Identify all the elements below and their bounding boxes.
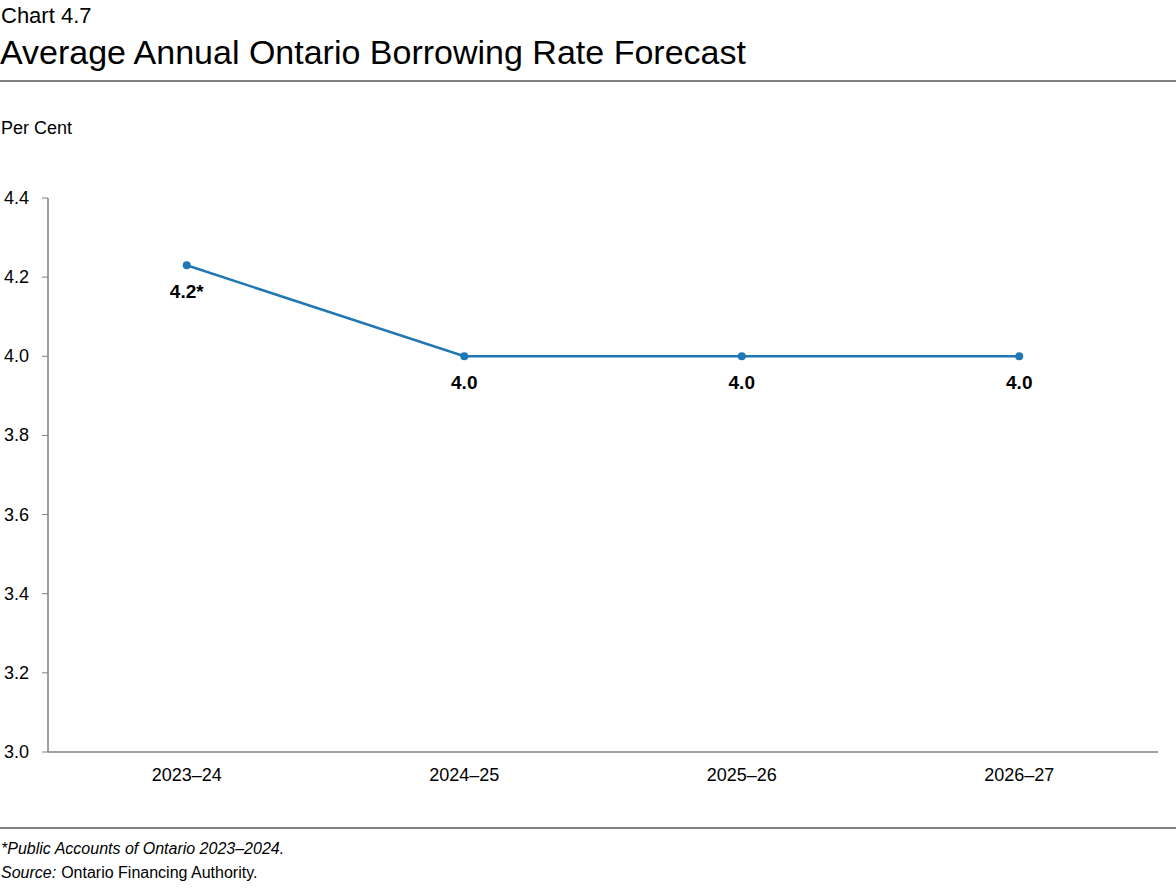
plot-area — [183, 261, 1024, 360]
data-label: 4.2* — [170, 281, 204, 302]
y-tick — [42, 435, 48, 436]
y-tick — [42, 277, 48, 278]
data-label: 4.0 — [451, 372, 477, 393]
y-tick — [42, 356, 48, 357]
data-line — [187, 265, 1020, 356]
x-tick-label: 2026–27 — [984, 765, 1054, 785]
footer-rule — [0, 828, 1176, 829]
chart-label: Chart 4.7 — [1, 3, 92, 28]
y-tick-label: 4.2 — [4, 267, 29, 287]
y-tick-label: 3.6 — [4, 505, 29, 525]
y-tick-label: 3.4 — [4, 584, 29, 604]
y-tick — [42, 198, 48, 199]
x-tick-label: 2024–25 — [429, 765, 499, 785]
y-tick-label: 3.8 — [4, 425, 29, 445]
x-tick-label: 2025–26 — [707, 765, 777, 785]
y-tick-label: 4.0 — [4, 346, 29, 366]
y-tick — [42, 672, 48, 673]
y-tick-label: 3.2 — [4, 663, 29, 683]
data-label: 4.0 — [729, 372, 755, 393]
y-axis-label: Per Cent — [1, 118, 72, 138]
y-tick-label: 3.0 — [4, 742, 29, 762]
data-label: 4.0 — [1006, 372, 1032, 393]
y-tick — [42, 514, 48, 515]
y-tick-label: 4.4 — [4, 188, 29, 208]
data-point — [1015, 352, 1023, 360]
title-rule — [0, 81, 1176, 82]
source-label: Source: — [1, 864, 56, 881]
y-axis — [47, 198, 49, 752]
chart: Chart 4.7 Average Annual Ontario Borrowin… — [0, 0, 1176, 888]
data-point — [738, 352, 746, 360]
data-point — [460, 352, 468, 360]
footnote: *Public Accounts of Ontario 2023–2024. — [1, 840, 284, 857]
x-tick-label: 2023–24 — [152, 765, 222, 785]
y-tick — [42, 752, 48, 753]
data-point — [183, 261, 191, 269]
title: Average Annual Ontario Borrowing Rate Fo… — [0, 33, 746, 71]
source: Source: Ontario Financing Authority. — [1, 864, 257, 881]
y-tick — [42, 593, 48, 594]
x-axis — [48, 751, 1158, 753]
source-text: Ontario Financing Authority. — [61, 864, 257, 881]
